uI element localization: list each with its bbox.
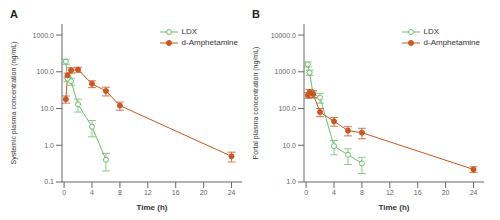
svg-text:8: 8 [360, 189, 364, 196]
svg-text:16: 16 [172, 189, 180, 196]
svg-text:100.0: 100.0 [36, 68, 54, 75]
svg-text:10.0: 10.0 [40, 105, 54, 112]
html-text:d-Amphetamine: d-Amphetamine [423, 38, 480, 47]
svg-text:8: 8 [118, 189, 122, 196]
svg-text:100.0: 100.0 [278, 105, 296, 112]
svg-text:12: 12 [386, 189, 394, 196]
html-text:LDX: LDX [423, 27, 440, 36]
html-text:B: B [252, 8, 260, 20]
svg-text:1.0: 1.0 [286, 178, 296, 185]
svg-text:Time (h): Time (h) [137, 203, 168, 212]
svg-text:Time (h): Time (h) [379, 203, 410, 212]
html-text:A: A [10, 8, 18, 20]
html-text:d-Amphetamine: d-Amphetamine [181, 38, 238, 47]
svg-text:Portal plasma concentration (n: Portal plasma concentration (ng/mL) [252, 47, 260, 160]
svg-text:10.0: 10.0 [282, 142, 296, 149]
svg-text:4: 4 [332, 189, 336, 196]
svg-text:0: 0 [304, 189, 308, 196]
svg-text:1000.0: 1000.0 [33, 32, 55, 39]
svg-text:20: 20 [442, 189, 450, 196]
svg-text:16: 16 [414, 189, 422, 196]
svg-text:24: 24 [228, 189, 236, 196]
svg-text:0.1: 0.1 [44, 178, 54, 185]
svg-text:4: 4 [90, 189, 94, 196]
svg-text:1000.0: 1000.0 [275, 68, 297, 75]
svg-text:Systemic plasma concentration: Systemic plasma concentration (ng/mL) [10, 42, 18, 165]
svg-text:12: 12 [144, 189, 152, 196]
svg-text:1.0: 1.0 [44, 142, 54, 149]
svg-text:0: 0 [62, 189, 66, 196]
svg-text:10000.0: 10000.0 [271, 32, 296, 39]
svg-text:24: 24 [470, 189, 478, 196]
svg-text:20: 20 [200, 189, 208, 196]
html-text:LDX: LDX [181, 27, 198, 36]
